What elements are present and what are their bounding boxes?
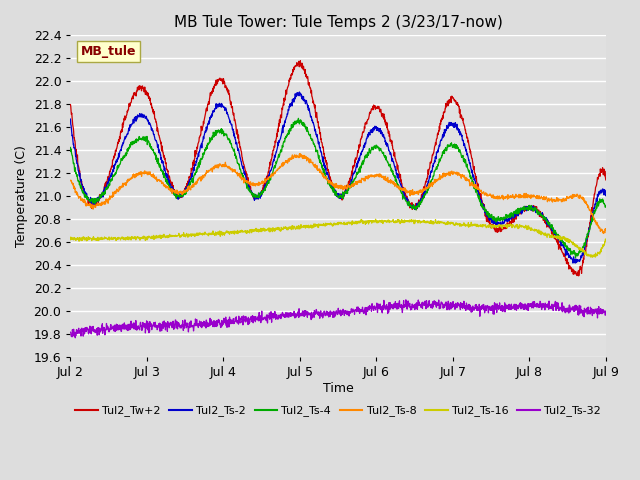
Tul2_Ts-8 [296, 151, 304, 156]
Tul2_Ts-2 [259, 188, 267, 194]
Tul2_Ts-4 [312, 144, 319, 150]
Tul2_Tw+2 [220, 76, 227, 82]
Tul2_Ts-8 [600, 230, 607, 236]
Tul2_Ts-16 [311, 221, 319, 227]
Tul2_Ts-32 [426, 302, 434, 308]
Line: Tul2_Ts-8: Tul2_Ts-8 [70, 154, 606, 233]
Tul2_Ts-4 [220, 130, 227, 135]
Tul2_Ts-8 [259, 179, 267, 185]
Tul2_Tw+2 [67, 102, 74, 108]
Tul2_Ts-16 [589, 254, 596, 260]
Tul2_Ts-2 [67, 116, 74, 122]
Tul2_Ts-16 [259, 225, 267, 231]
Tul2_Ts-16 [372, 216, 380, 222]
Tul2_Ts-4 [426, 183, 433, 189]
Tul2_Ts-32 [260, 316, 268, 322]
Tul2_Ts-2 [312, 129, 319, 135]
Tul2_Ts-16 [67, 237, 74, 242]
Line: Tul2_Ts-4: Tul2_Ts-4 [70, 119, 606, 258]
Tul2_Ts-4 [67, 144, 74, 150]
Tul2_Ts-16 [113, 237, 120, 242]
Tul2_Ts-4 [572, 255, 579, 261]
Line: Tul2_Ts-2: Tul2_Ts-2 [70, 92, 606, 263]
Tul2_Ts-32 [269, 315, 277, 321]
Tul2_Ts-32 [113, 322, 121, 327]
Tul2_Ts-8 [269, 173, 276, 179]
Tul2_Ts-32 [402, 297, 410, 303]
Tul2_Ts-32 [602, 309, 610, 314]
Tul2_Tw+2 [296, 58, 304, 64]
Tul2_Ts-4 [259, 189, 267, 195]
Tul2_Ts-2 [220, 104, 227, 110]
Tul2_Ts-2 [296, 89, 303, 95]
Tul2_Ts-2 [426, 173, 433, 179]
Y-axis label: Temperature (C): Temperature (C) [15, 145, 28, 247]
Tul2_Ts-32 [220, 321, 227, 327]
Tul2_Ts-2 [113, 158, 120, 164]
Line: Tul2_Ts-16: Tul2_Ts-16 [70, 219, 606, 257]
Tul2_Ts-16 [269, 225, 276, 230]
Legend: Tul2_Tw+2, Tul2_Ts-2, Tul2_Ts-4, Tul2_Ts-8, Tul2_Ts-16, Tul2_Ts-32: Tul2_Tw+2, Tul2_Ts-2, Tul2_Ts-4, Tul2_Ts… [71, 401, 605, 421]
Tul2_Tw+2 [602, 177, 610, 183]
Tul2_Ts-4 [269, 169, 276, 175]
Line: Tul2_Ts-32: Tul2_Ts-32 [70, 300, 606, 338]
Tul2_Ts-32 [72, 335, 79, 341]
Tul2_Ts-8 [220, 162, 227, 168]
Tul2_Ts-32 [67, 329, 74, 335]
Tul2_Ts-16 [426, 220, 433, 226]
Title: MB Tule Tower: Tule Temps 2 (3/23/17-now): MB Tule Tower: Tule Temps 2 (3/23/17-now… [173, 15, 502, 30]
Text: MB_tule: MB_tule [81, 45, 137, 58]
Tul2_Ts-2 [572, 260, 579, 266]
Tul2_Ts-4 [602, 203, 610, 209]
Tul2_Ts-8 [312, 161, 319, 167]
Tul2_Ts-4 [113, 167, 120, 173]
Tul2_Ts-2 [269, 159, 276, 165]
Tul2_Tw+2 [113, 146, 120, 152]
Tul2_Tw+2 [575, 273, 582, 279]
Tul2_Tw+2 [259, 182, 267, 188]
X-axis label: Time: Time [323, 382, 353, 395]
Tul2_Ts-8 [67, 178, 74, 183]
Tul2_Tw+2 [312, 109, 319, 115]
Line: Tul2_Tw+2: Tul2_Tw+2 [70, 61, 606, 276]
Tul2_Tw+2 [426, 165, 433, 171]
Tul2_Tw+2 [269, 148, 276, 154]
Tul2_Ts-16 [220, 230, 227, 236]
Tul2_Ts-8 [426, 180, 433, 186]
Tul2_Ts-32 [312, 311, 319, 317]
Tul2_Ts-4 [294, 116, 302, 121]
Tul2_Ts-2 [602, 192, 610, 198]
Tul2_Ts-8 [113, 186, 120, 192]
Tul2_Ts-16 [602, 238, 610, 243]
Tul2_Ts-8 [602, 226, 610, 232]
